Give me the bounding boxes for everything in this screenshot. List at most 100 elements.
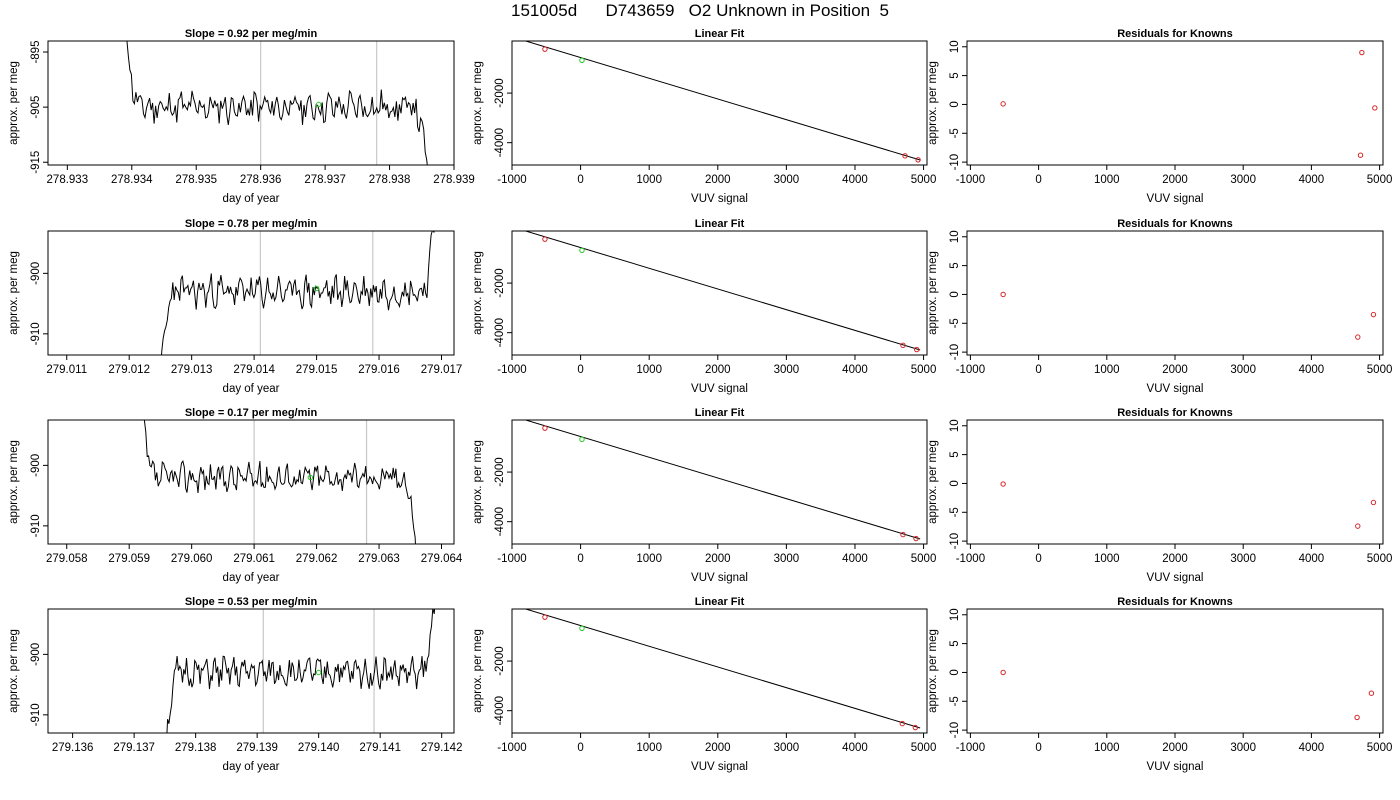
y-axis-label: approx. per meg [927,251,939,335]
x-tick-label: 278.936 [240,174,282,186]
known-point [1354,714,1360,721]
y-axis-label: approx. per meg [927,629,939,713]
y-tick-label: 5 [949,451,961,457]
x-tick-label: 279.016 [358,364,400,376]
x-tick-label: 278.938 [369,174,411,186]
y-tick-label: -900 [30,643,42,666]
panel-title: Residuals for Knowns [1117,596,1233,608]
known-point [542,46,548,52]
x-tick-label: 5000 [1367,364,1393,376]
x-tick-label: 4000 [1299,742,1325,754]
x-tick-label: 1000 [1094,174,1120,186]
x-tick-label: 3000 [1230,174,1256,186]
x-tick-label: 5000 [1367,742,1393,754]
x-tick-label: 3000 [1230,364,1256,376]
y-tick-label: -900 [30,262,42,285]
panel-4-1: Slope = 0.53 per meg/min 279.136 279.137 27… [8,596,462,773]
signal-line [143,420,416,544]
x-tick-label: 1000 [636,174,662,186]
y-tick-label: -900 [30,454,42,477]
y-tick-label: -895 [30,41,42,64]
x-tick-label: 278.933 [47,174,89,186]
x-tick-label: 3000 [774,553,800,565]
y-tick-label: -910 [30,322,42,345]
unknown-point [579,57,585,64]
x-tick-label: -1000 [956,364,985,376]
known-point [1370,499,1377,506]
x-tick-label: 279.140 [298,742,340,754]
known-point [1357,152,1364,158]
panel-plot-area [161,231,435,355]
x-tick-label: 2000 [705,553,731,565]
x-tick-label: 279.138 [175,742,217,754]
x-tick-label: 4000 [842,364,868,376]
panel-plot-area [1000,49,1378,158]
panel-frame [511,40,928,166]
known-point [900,531,906,538]
x-tick-label: 3000 [1230,742,1256,754]
x-tick-label: 0 [1035,174,1041,186]
known-point [1000,101,1006,107]
y-axis-label: approx. per meg [472,61,484,145]
panel-4-3: Residuals for Knowns -1000 0 1000 2000 3000 40… [927,596,1392,773]
y-tick-label: -2000 [494,646,506,675]
x-tick-label: 0 [577,364,583,376]
known-point [1355,523,1361,529]
x-tick-label: 2000 [705,364,731,376]
x-tick-label: 4000 [1299,364,1325,376]
panel-frame [511,419,928,545]
x-tick-label: 2000 [1162,742,1188,754]
known-point [1000,291,1006,298]
y-tick-label: -2000 [494,457,506,486]
x-axis-label: day of year [223,761,280,773]
panel-plot-area [126,41,428,165]
panel-title: Slope = 0.17 per meg/min [185,407,318,419]
known-point [1359,49,1365,56]
x-axis-label: VUV signal [1147,572,1204,584]
y-tick-label: 10 [949,608,961,621]
fit-line [525,420,921,540]
x-axis-label: VUV signal [1147,383,1204,395]
y-tick-label: 5 [949,640,961,646]
y-axis-label: approx. per meg [927,61,939,145]
panel-plot-area [1000,291,1377,340]
x-axis-label: VUV signal [691,761,748,773]
x-axis-label: VUV signal [691,193,748,205]
fit-line [525,231,921,351]
x-tick-label: 279.061 [233,553,275,565]
panel-4-2: Linear Fit -1000 0 1000 2000 3000 4000 5000 -400… [472,596,936,773]
y-tick-label: 10 [949,230,961,243]
y-axis-label: approx. per meg [8,251,20,335]
x-tick-label: 1000 [636,364,662,376]
y-tick-label: -915 [30,151,42,174]
known-point [1000,669,1006,676]
y-tick-label: -5 [949,696,961,706]
y-axis-label: approx. per meg [472,440,484,524]
x-tick-label: 2000 [705,174,731,186]
panel-frame [47,40,455,166]
panel-frame [47,230,455,356]
panel-title: Residuals for Knowns [1117,407,1233,419]
panel-frame [511,230,928,356]
x-tick-label: 4000 [842,742,868,754]
x-tick-label: 4000 [842,553,868,565]
signal-line [126,41,428,165]
x-tick-label: 5000 [911,174,937,186]
x-tick-label: 278.939 [433,174,475,186]
x-tick-label: 2000 [1162,174,1188,186]
x-tick-label: 279.137 [113,742,155,754]
known-point [912,724,919,731]
panel-1-2: Linear Fit -1000 0 1000 2000 3000 4000 5000 -400… [472,28,936,205]
signal-line [161,231,435,355]
unknown-point [579,247,585,254]
x-tick-label: 3000 [774,174,800,186]
panel-1-1: Slope = 0.92 per meg/min 278.933 278.934 27… [8,28,475,205]
x-tick-label: 5000 [911,742,937,754]
panel-plot-area [525,609,921,731]
x-tick-label: -1000 [956,553,985,565]
y-tick-label: -2000 [494,78,506,107]
panel-frame [966,608,1384,734]
x-tick-label: 279.012 [108,364,150,376]
panel-frame [47,608,455,734]
x-tick-label: 1000 [636,553,662,565]
